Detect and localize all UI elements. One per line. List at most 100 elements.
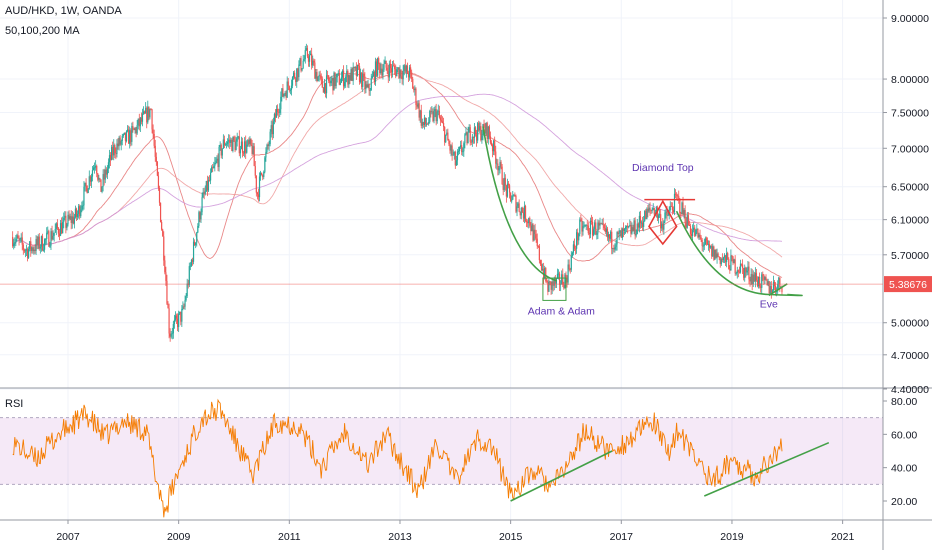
candle-body xyxy=(251,145,253,154)
candle-body xyxy=(450,145,452,151)
candle-body xyxy=(344,81,346,87)
candle-body xyxy=(171,333,173,335)
candle-body xyxy=(468,127,470,133)
candle-body xyxy=(157,175,160,189)
candle-body xyxy=(23,249,25,252)
candle-body xyxy=(627,225,629,228)
candle-body xyxy=(269,131,271,145)
candle-body xyxy=(458,147,461,152)
candle-body xyxy=(403,65,405,71)
candle-body xyxy=(68,214,70,219)
candle-body xyxy=(350,69,352,81)
candle-body xyxy=(506,183,509,197)
candle-body xyxy=(472,136,474,138)
candle-body xyxy=(215,160,217,164)
candle-body xyxy=(259,172,262,177)
candle-body xyxy=(209,172,212,181)
candle-body xyxy=(212,167,214,169)
rsi-trendline-1 xyxy=(510,450,613,502)
candle-body xyxy=(493,140,495,152)
candle-body xyxy=(693,227,695,231)
candle-body xyxy=(192,241,195,262)
candle-body xyxy=(436,111,438,122)
candle-body xyxy=(345,76,347,82)
candle-body xyxy=(155,156,157,163)
x-tick-label: 2007 xyxy=(56,531,80,543)
y-tick-label: 7.00000 xyxy=(891,143,929,155)
candle-body xyxy=(28,249,30,258)
candle-body xyxy=(250,138,252,146)
candle-body xyxy=(298,64,300,78)
candle-body xyxy=(52,235,54,240)
candle-body xyxy=(433,110,435,121)
candle-body xyxy=(43,239,46,250)
candle-body xyxy=(522,212,525,219)
candle-body xyxy=(709,244,711,248)
rsi-tick-label: 80.00 xyxy=(891,396,917,408)
candle-body xyxy=(599,223,601,226)
candle-body xyxy=(54,229,56,233)
candle-body xyxy=(106,168,108,175)
candle-body xyxy=(697,228,699,238)
candle-body xyxy=(750,274,752,282)
candle-body xyxy=(630,224,632,234)
candle-body xyxy=(72,216,74,224)
candle-body xyxy=(236,138,238,142)
candle-body xyxy=(391,65,394,73)
candle-body xyxy=(485,122,487,134)
candle-body xyxy=(161,221,163,230)
candle-body xyxy=(657,215,660,219)
candle-body xyxy=(619,230,621,233)
candle-body xyxy=(389,63,392,69)
candle-body xyxy=(174,315,177,320)
candle-body xyxy=(574,248,577,250)
rsi-tick-label: 60.00 xyxy=(891,429,917,441)
candle-body xyxy=(734,259,736,274)
candle-body xyxy=(428,121,430,124)
candle-body xyxy=(141,113,144,122)
candle-body xyxy=(583,225,585,227)
candle-body xyxy=(289,89,291,91)
candle-body xyxy=(150,109,152,111)
candle-body xyxy=(678,196,680,200)
candle-body xyxy=(319,74,321,76)
candle-body xyxy=(190,259,193,266)
candle-body xyxy=(397,67,399,70)
y-tick-label: 4.40000 xyxy=(891,384,929,396)
candle-body xyxy=(515,195,517,212)
candle-body xyxy=(632,227,634,231)
candle-body xyxy=(500,162,502,167)
candle-body xyxy=(291,77,294,86)
candle-body xyxy=(451,145,453,155)
candle-body xyxy=(553,278,555,286)
candle-body xyxy=(38,236,40,249)
candle-body xyxy=(406,65,409,74)
rsi-trendline-2 xyxy=(703,441,830,497)
candle-body xyxy=(287,81,289,87)
rsi-line xyxy=(12,398,783,518)
candle-body xyxy=(425,123,428,125)
candle-body xyxy=(666,211,668,216)
candle-body xyxy=(757,276,760,287)
candle-body xyxy=(457,151,460,152)
candle-body xyxy=(593,229,595,236)
candle-body xyxy=(761,274,763,288)
candle-body xyxy=(245,141,247,153)
candle-body xyxy=(548,281,550,292)
candle-body xyxy=(471,136,473,143)
candle-body xyxy=(183,306,185,308)
candle-body xyxy=(62,222,64,234)
candle-body xyxy=(144,111,146,114)
candle-body xyxy=(624,227,627,229)
candle-body xyxy=(162,229,164,237)
candle-body xyxy=(367,84,369,87)
candle-body xyxy=(101,186,103,192)
candle-body xyxy=(59,223,62,236)
candle-body xyxy=(711,245,713,257)
candle-body xyxy=(118,137,120,147)
candle-body xyxy=(248,140,250,144)
candle-body xyxy=(181,308,183,322)
candle-body xyxy=(40,236,42,247)
candle-body xyxy=(69,216,71,219)
